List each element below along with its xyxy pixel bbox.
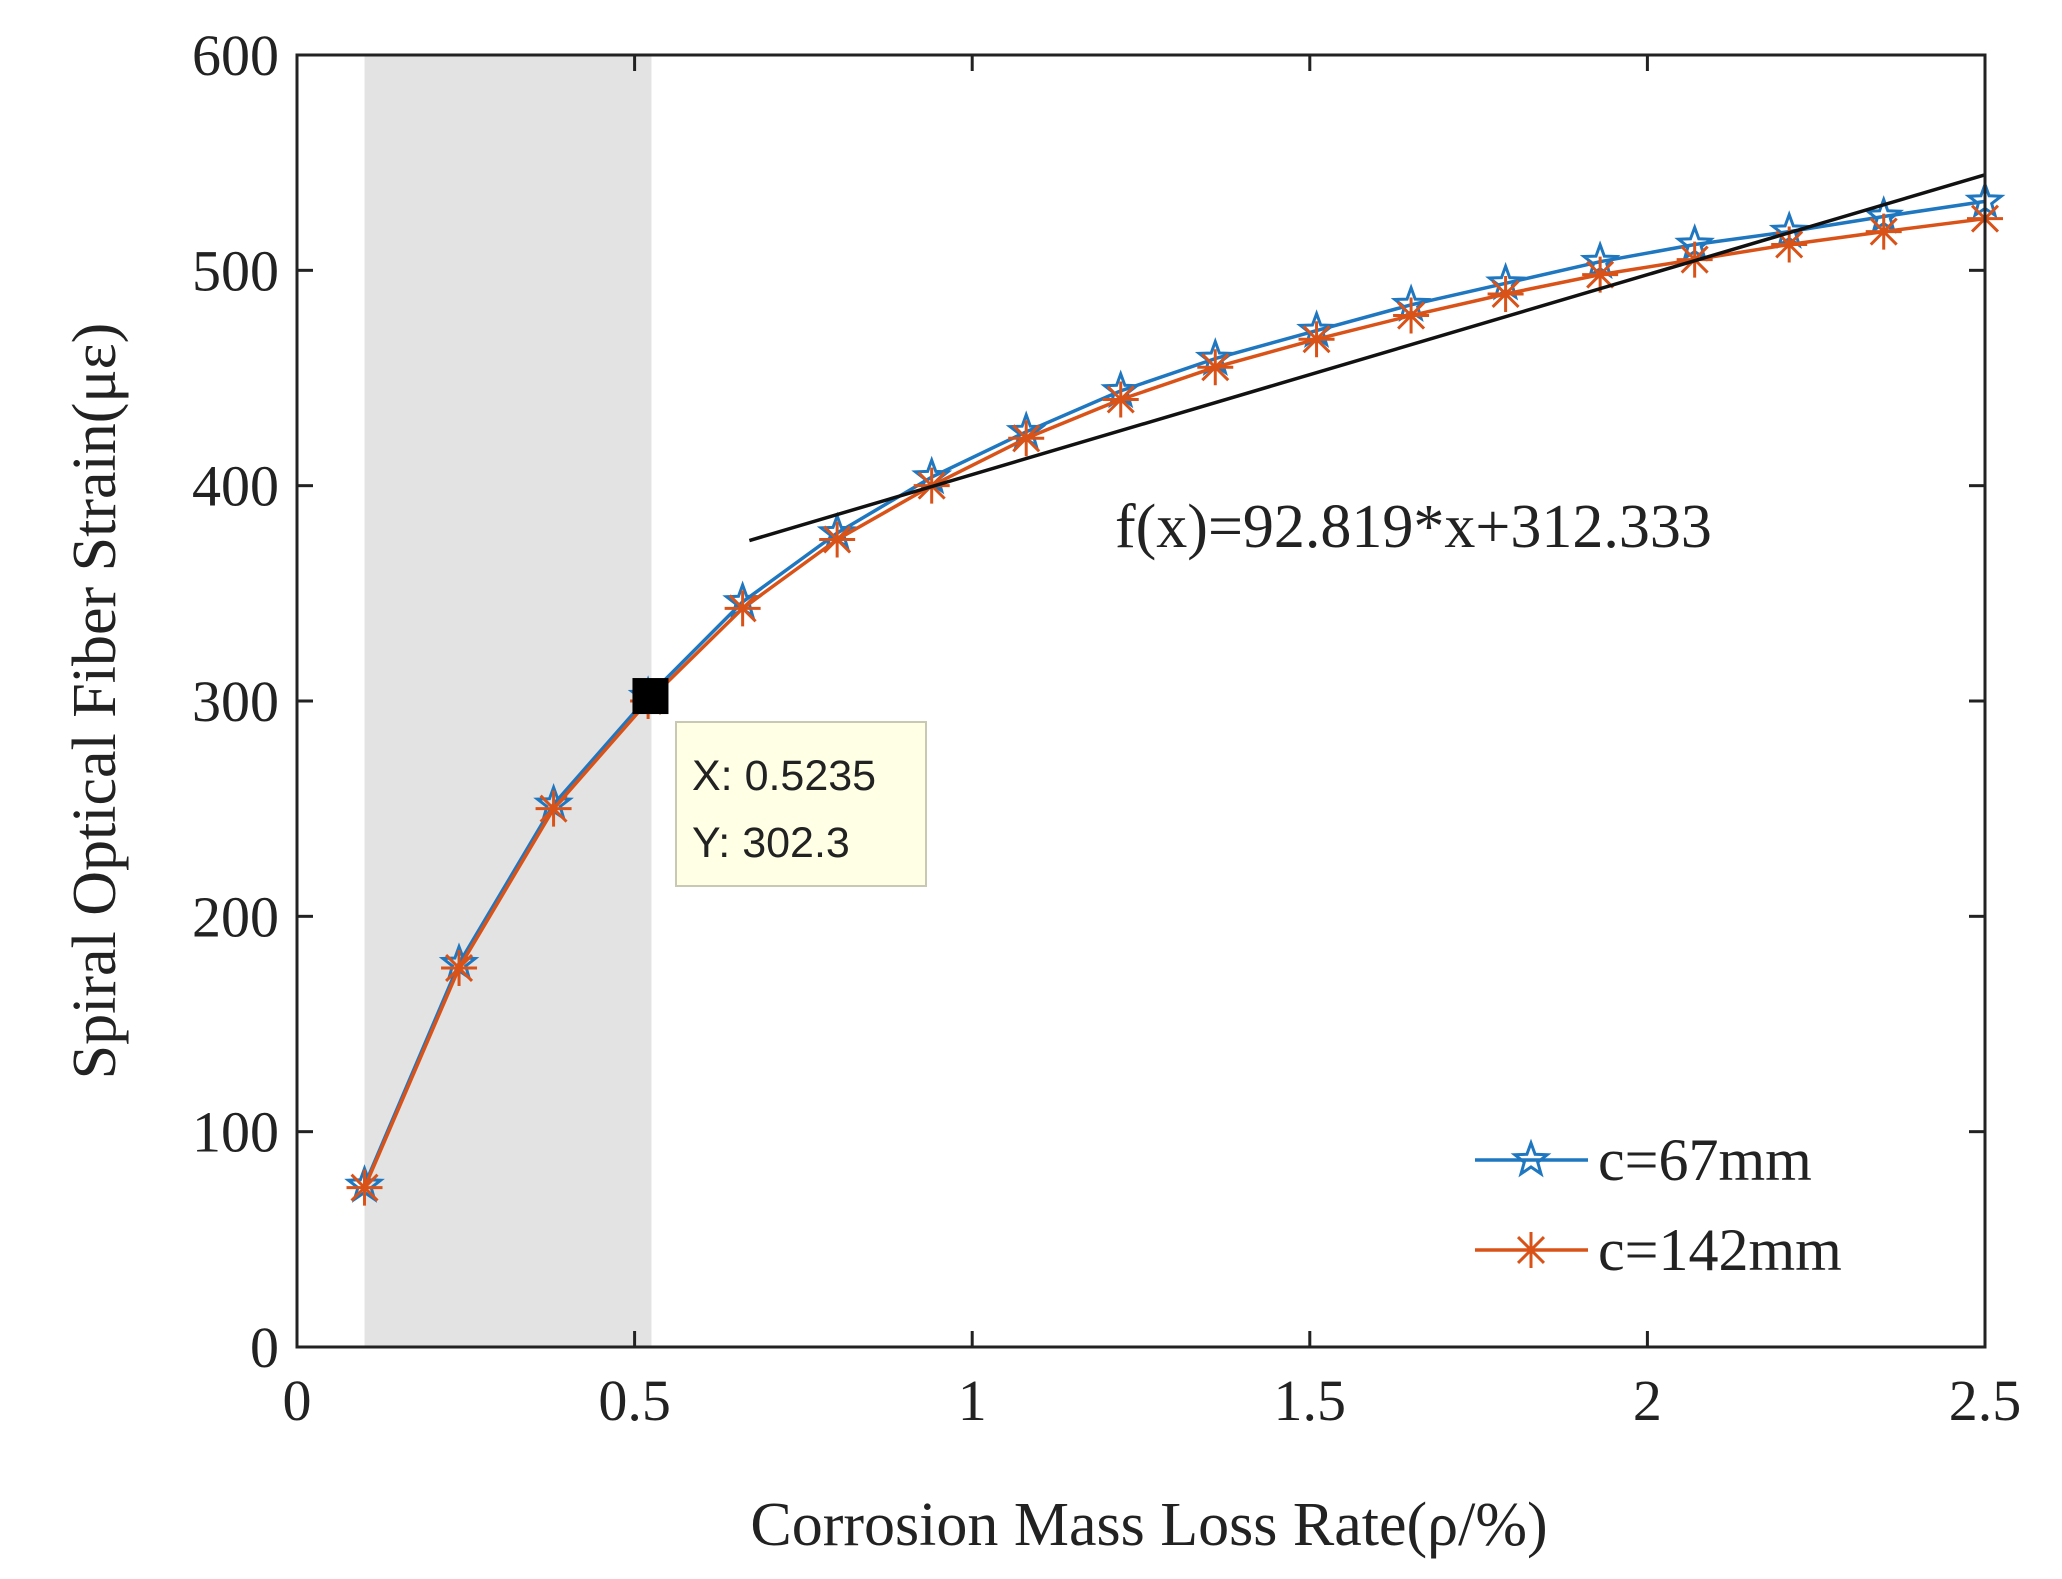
x-axis-title: Corrosion Mass Loss Rate(ρ/%) [750,1491,1547,1559]
fit-equation-label: f(x)=92.819*x+312.333 [1115,493,1712,561]
data-point [1865,213,1902,250]
datatip-x-label: X: 0.5235 [692,752,876,800]
data-point [1393,297,1430,334]
y-tick-label: 600 [192,23,279,88]
data-point [1197,349,1234,386]
data-point [1008,420,1045,457]
data-point [441,950,478,987]
fit-line [748,173,1986,543]
y-tick-label: 100 [192,1100,279,1165]
legend-label: c=67mm [1598,1127,1812,1193]
x-tick-label: 0.5 [598,1368,671,1433]
y-axis-title: Spiral Optical Fiber Strain(με) [61,323,129,1080]
data-point [1771,226,1808,263]
data-point [1487,276,1524,313]
datatip-y-label: Y: 302.3 [692,819,850,867]
data-point [346,1169,383,1206]
datatip-marker [632,678,669,715]
y-tick-label: 500 [192,238,279,303]
data-point [724,590,761,627]
data-point [1102,381,1139,418]
data-point [1582,256,1619,293]
x-tick-label: 2 [1633,1368,1662,1433]
y-tick-label: 400 [192,454,279,519]
x-tick-label: 1 [958,1368,987,1433]
shaded-region [364,55,652,1347]
x-tick-label: 1.5 [1274,1368,1347,1433]
x-tick-label: 0 [283,1368,312,1433]
datatip-box [675,721,927,887]
data-point [819,521,856,558]
data-point [1298,321,1335,358]
y-tick-label: 300 [192,669,279,734]
legend-marker [1513,1232,1549,1268]
data-point [535,790,572,827]
y-tick-label: 200 [192,884,279,949]
legend-marker [1510,1138,1552,1178]
y-tick-label: 0 [250,1315,279,1380]
x-tick-label: 2.5 [1949,1368,2022,1433]
series-line-c67 [362,199,1986,1187]
legend-label: c=142mm [1598,1217,1842,1283]
